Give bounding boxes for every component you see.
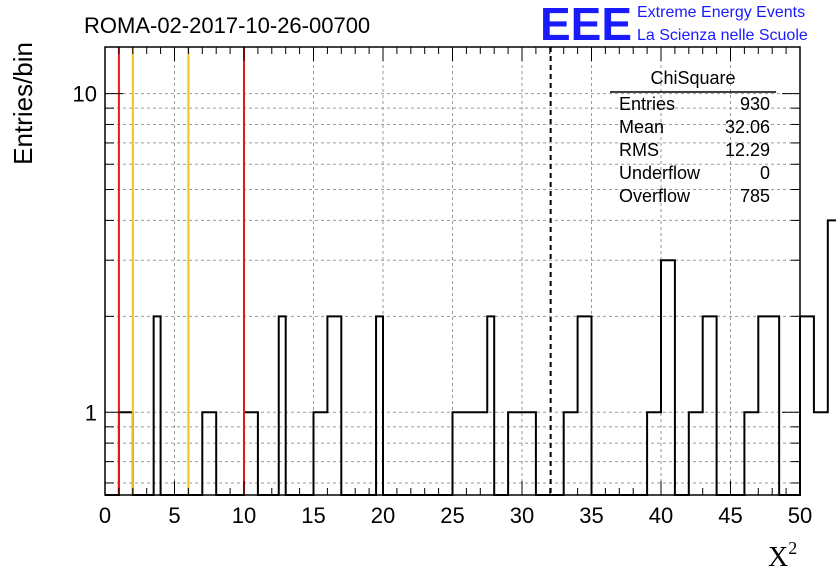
- logo-line-2: La Scienza nelle Scuole: [637, 27, 808, 44]
- x-axis-label: X2: [768, 538, 797, 572]
- histogram-bin: [154, 316, 161, 495]
- histogram-bin: [772, 316, 779, 495]
- x-tick-label: 50: [788, 503, 812, 528]
- histogram-bin: [376, 316, 383, 495]
- x-tick-label: 25: [440, 503, 464, 528]
- x-tick-label: 0: [99, 503, 111, 528]
- x-axis-label-main: X: [768, 542, 788, 572]
- histogram: [105, 219, 836, 496]
- x-tick-label: 35: [579, 503, 603, 528]
- histogram-bin: [710, 316, 717, 495]
- histogram-bin: [807, 316, 814, 495]
- histogram-bin: [800, 316, 807, 495]
- marker-lines: [117, 47, 552, 495]
- axes: 0 5 10 15 20 25 30 35 40 45 50 1 10: [73, 46, 812, 528]
- histogram-outline: [105, 219, 836, 496]
- eee-logo: EEE Extreme Energy Events La Scienza nel…: [540, 0, 808, 50]
- x-tick-label: 20: [371, 503, 395, 528]
- stats-label: Mean: [619, 117, 664, 137]
- x-tick-label: 45: [718, 503, 742, 528]
- stats-value: 785: [740, 186, 770, 206]
- histogram-bin: [703, 316, 710, 495]
- stats-box: ChiSquare Entries 930 Mean 32.06 RMS 12.29 Und…: [610, 68, 776, 206]
- logo-line-1: Extreme Energy Events: [637, 4, 805, 21]
- histogram-bin: [661, 260, 668, 495]
- stats-value: 0: [760, 163, 770, 183]
- x-tick-label: 10: [232, 503, 256, 528]
- stats-rows: Entries 930 Mean 32.06 RMS 12.29 Underflow 0 Ove…: [619, 94, 770, 206]
- histogram-bin: [814, 412, 821, 495]
- stats-label: Entries: [619, 94, 675, 114]
- x-tick-label: 30: [510, 503, 534, 528]
- histogram-bin: [578, 316, 585, 495]
- y-axis-label: Entries/bin: [8, 42, 38, 165]
- stats-label: Overflow: [619, 186, 691, 206]
- x-tick-label: 5: [168, 503, 180, 528]
- histogram-bin: [327, 316, 334, 495]
- histogram-bin: [668, 260, 675, 495]
- stats-name: ChiSquare: [650, 68, 735, 88]
- histogram-bin: [585, 316, 592, 495]
- y-tick-label: 1: [85, 400, 97, 425]
- histogram-bin: [821, 412, 828, 495]
- x-axis-label-superscript: 2: [788, 538, 797, 558]
- histogram-bin: [765, 316, 772, 495]
- x-tick-label: 40: [649, 503, 673, 528]
- histogram-bin: [334, 316, 341, 495]
- stats-value: 12.29: [725, 140, 770, 160]
- stats-label: Underflow: [619, 163, 701, 183]
- histogram-bin: [758, 316, 765, 495]
- histogram-bin: [487, 316, 494, 495]
- x-tick-label: 15: [301, 503, 325, 528]
- stats-value: 32.06: [725, 117, 770, 137]
- histogram-bin: [828, 220, 835, 495]
- stats-value: 930: [740, 94, 770, 114]
- stats-label: RMS: [619, 140, 659, 160]
- y-tick-label: 10: [73, 82, 97, 107]
- chart-title: ROMA-02-2017-10-26-00700: [84, 13, 370, 38]
- histogram-bin: [279, 316, 286, 495]
- logo-mark: EEE: [540, 0, 632, 50]
